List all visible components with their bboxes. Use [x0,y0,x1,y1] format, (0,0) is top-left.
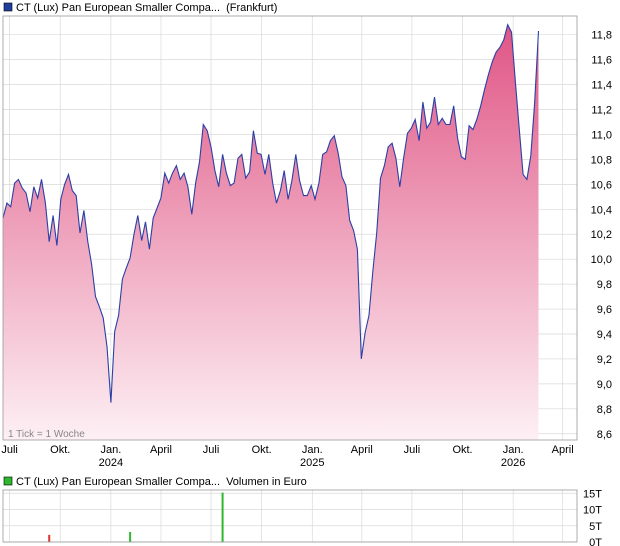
volume-bar [129,531,132,542]
x-tick-label: Jan. [100,444,121,456]
y-tick-label: 11,0 [591,129,612,141]
x-tick-year: 2024 [99,457,123,469]
y-tick-label: 9,2 [597,354,612,366]
y-tick-label: 8,6 [597,429,612,441]
x-tick-label: Juli [1,444,18,456]
y-tick-label: 11,8 [591,30,612,42]
price-y-axis: 8,6 8,8 9,0 9,2 9,4 9,6 9,8 10,0 10,2 10,4 10,6 10,… [591,30,612,441]
volume-bars [48,492,224,542]
volume-plot-border [2,489,578,543]
volume-grid [3,490,577,543]
volume-legend-swatch [3,476,13,486]
price-area [3,24,539,440]
y-tick-label: 9,4 [597,329,612,341]
y-tick-label: 11,4 [591,80,612,92]
y-tick-label: 11,6 [591,55,612,67]
x-tick-year: 2026 [501,457,525,469]
y-tick-label: 10,4 [591,204,612,216]
volume-y-tick-label: 15T [583,488,602,500]
volume-y-tick-label: 0T [589,537,602,546]
x-tick-year: 2025 [300,457,324,469]
x-tick-label: Jan. [503,444,524,456]
y-tick-label: 9,0 [597,379,612,391]
y-tick-label: 9,8 [597,279,612,291]
price-chart: 8,6 8,8 9,0 9,2 9,4 9,6 9,8 10,0 10,2 10,4 10,6 10,… [1,15,612,469]
price-legend-swatch [3,2,13,12]
x-tick-label: Juli [404,444,421,456]
tick-note: 1 Tick = 1 Woche [8,429,85,440]
price-line [2,23,540,403]
y-tick-label: 9,6 [597,304,612,316]
volume-y-tick-label: 5T [589,521,602,533]
volume-legend-label: CT (Lux) Pan European Smaller Compa... V… [16,476,307,488]
x-tick-label: April [552,444,574,456]
x-tick-label: April [351,444,373,456]
y-tick-label: 10,2 [591,229,612,241]
x-tick-label: Jan. [302,444,323,456]
x-tick-label: Okt. [452,444,472,456]
x-tick-label: April [150,444,172,456]
y-tick-label: 11,2 [591,105,612,117]
price-plot-border [2,15,578,441]
x-tick-label: Okt. [252,444,272,456]
y-tick-label: 8,8 [597,404,612,416]
volume-bar [221,492,224,542]
volume-bar [48,534,51,542]
volume-y-tick-label: 10T [583,505,602,517]
x-tick-label: Okt. [50,444,70,456]
y-tick-label: 10,6 [591,179,612,191]
price-legend-label: CT (Lux) Pan European Smaller Compa... (… [16,2,277,14]
volume-y-axis: 0T 5T 10T 15T [583,488,602,546]
volume-chart: 0T 5T 10T 15T [2,488,602,546]
y-tick-label: 10,8 [591,154,612,166]
y-tick-label: 10,0 [591,254,612,266]
x-tick-label: Juli [203,444,220,456]
